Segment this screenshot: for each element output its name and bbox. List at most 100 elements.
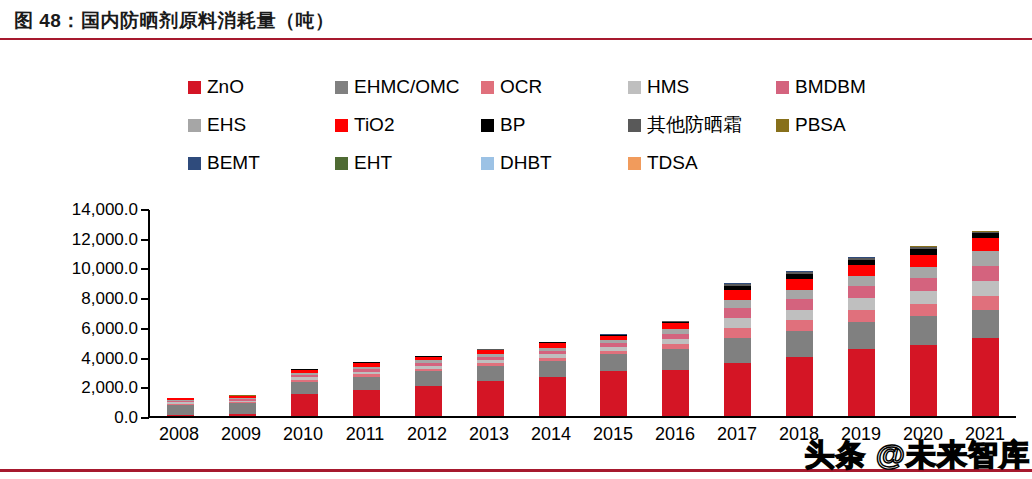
legend-swatch-icon (628, 81, 641, 94)
stacked-bar-2014 (539, 342, 566, 416)
x-axis-label-2017: 2017 (706, 424, 768, 445)
y-axis-tick (141, 239, 149, 241)
bar-segment-BMDBM (724, 308, 751, 318)
plot-area: 0.02,000.04,000.06,000.08,000.010,000.01… (148, 210, 1016, 418)
bar-slot-2017 (707, 210, 769, 416)
stacked-bar-2015 (600, 334, 627, 416)
legend-item-TiO2: TiO2 (335, 114, 481, 136)
bar-segment-ZnO (910, 345, 937, 416)
stacked-bar-2011 (353, 362, 380, 416)
legend-item-BP: BP (481, 114, 628, 136)
bar-slot-2015 (583, 210, 645, 416)
stacked-bar-2018 (786, 271, 813, 417)
report-figure: 图 48：国内防晒剂原料消耗量（吨） ZnOEHMC/OMCOCRHMSBMDB… (0, 0, 1032, 479)
bar-slot-2010 (274, 210, 336, 416)
chart-legend: ZnOEHMC/OMCOCRHMSBMDBMEHSTiO2BP其他防晒霜PBSA… (188, 68, 948, 182)
x-axis-label-2011: 2011 (334, 424, 396, 445)
bar-segment-OCR (786, 320, 813, 331)
legend-swatch-icon (335, 157, 348, 170)
stacked-bar-2012 (415, 356, 442, 416)
legend-item-EHT: EHT (335, 152, 481, 174)
legend-item-EHS: EHS (188, 114, 335, 136)
bar-segment-HMS (786, 310, 813, 321)
legend-item-DHBT: DHBT (481, 152, 628, 174)
legend-swatch-icon (188, 81, 201, 94)
stacked-bar-2016 (662, 321, 689, 416)
legend-swatch-icon (628, 157, 641, 170)
bar-segment-ZnO (477, 381, 504, 416)
x-axis-label-2016: 2016 (644, 424, 706, 445)
y-axis-tick (141, 328, 149, 330)
bar-segment-EHMC/OMC (972, 310, 999, 338)
y-axis-tick-label: 4,000.0 (20, 349, 138, 369)
y-axis-tick-label: 14,000.0 (20, 200, 138, 220)
legend-label: DHBT (500, 152, 552, 174)
bar-segment-EHMC/OMC (910, 316, 937, 345)
bar-segment-ZnO (291, 394, 318, 416)
figure-title: 图 48：国内防晒剂原料消耗量（吨） (14, 8, 334, 34)
bar-segment-ZnO (415, 386, 442, 416)
bar-segment-TiO2 (848, 265, 875, 276)
legend-swatch-icon (481, 81, 494, 94)
bar-segment-TiO2 (972, 238, 999, 251)
bar-segment-HMS (910, 291, 937, 304)
legend-label: EHT (354, 152, 392, 174)
bar-segment-ZnO (353, 390, 380, 416)
y-axis-tick-label: 8,000.0 (20, 289, 138, 309)
bar-segment-TiO2 (910, 255, 937, 267)
bar-slot-2019 (830, 210, 892, 416)
legend-swatch-icon (776, 119, 789, 132)
stacked-bar-2017 (724, 283, 751, 416)
y-axis-tick (141, 298, 149, 300)
bar-segment-EHMC/OMC (662, 349, 689, 370)
bar-segment-ZnO (848, 349, 875, 416)
legend-swatch-icon (335, 119, 348, 132)
bar-segment-BMDBM (972, 266, 999, 281)
x-axis-label-2013: 2013 (458, 424, 520, 445)
bars-row (150, 210, 1016, 416)
y-axis-tick (141, 387, 149, 389)
bar-segment-EHMC/OMC (724, 338, 751, 363)
legend-label: BEMT (207, 152, 260, 174)
legend-label: 其他防晒霜 (647, 112, 742, 138)
bar-slot-2018 (769, 210, 831, 416)
x-axis-label-2009: 2009 (210, 424, 272, 445)
x-axis-label-2010: 2010 (272, 424, 334, 445)
bar-segment-ZnO (724, 363, 751, 416)
legend-item-EHMC/OMC: EHMC/OMC (335, 76, 481, 98)
y-axis-tick (141, 417, 149, 419)
x-axis-label-2008: 2008 (148, 424, 210, 445)
bar-segment-TiO2 (724, 290, 751, 299)
bar-segment-ZnO (972, 338, 999, 416)
bar-segment-EHS (724, 300, 751, 308)
legend-swatch-icon (628, 119, 641, 132)
bar-slot-2016 (645, 210, 707, 416)
bar-segment-ZnO (229, 414, 256, 416)
bar-slot-2009 (212, 210, 274, 416)
bar-segment-OCR (848, 310, 875, 322)
bar-segment-ZnO (786, 357, 813, 416)
bar-segment-EHMC/OMC (786, 331, 813, 357)
bar-segment-EHMC/OMC (167, 405, 194, 415)
legend-item-OCR: OCR (481, 76, 628, 98)
legend-label: HMS (647, 76, 689, 98)
title-divider-line (0, 38, 1032, 40)
legend-item-PBSA: PBSA (776, 114, 936, 136)
bar-segment-ZnO (662, 370, 689, 416)
legend-swatch-icon (481, 157, 494, 170)
legend-item-TDSA: TDSA (628, 152, 776, 174)
bar-segment-BMDBM (910, 278, 937, 291)
stacked-bar-2008 (167, 398, 194, 416)
bar-segment-BMDBM (786, 299, 813, 310)
x-axis-label-2015: 2015 (582, 424, 644, 445)
legend-label: PBSA (795, 114, 846, 136)
stacked-bar-2021 (972, 231, 999, 416)
bar-segment-HMS (848, 298, 875, 310)
legend-item-HMS: HMS (628, 76, 776, 98)
x-axis-label-2012: 2012 (396, 424, 458, 445)
stacked-bar-2010 (291, 369, 318, 416)
bar-segment-ZnO (539, 377, 566, 416)
bar-segment-EHS (848, 276, 875, 286)
bar-segment-EHMC/OMC (291, 382, 318, 395)
legend-label: EHMC/OMC (354, 76, 460, 98)
